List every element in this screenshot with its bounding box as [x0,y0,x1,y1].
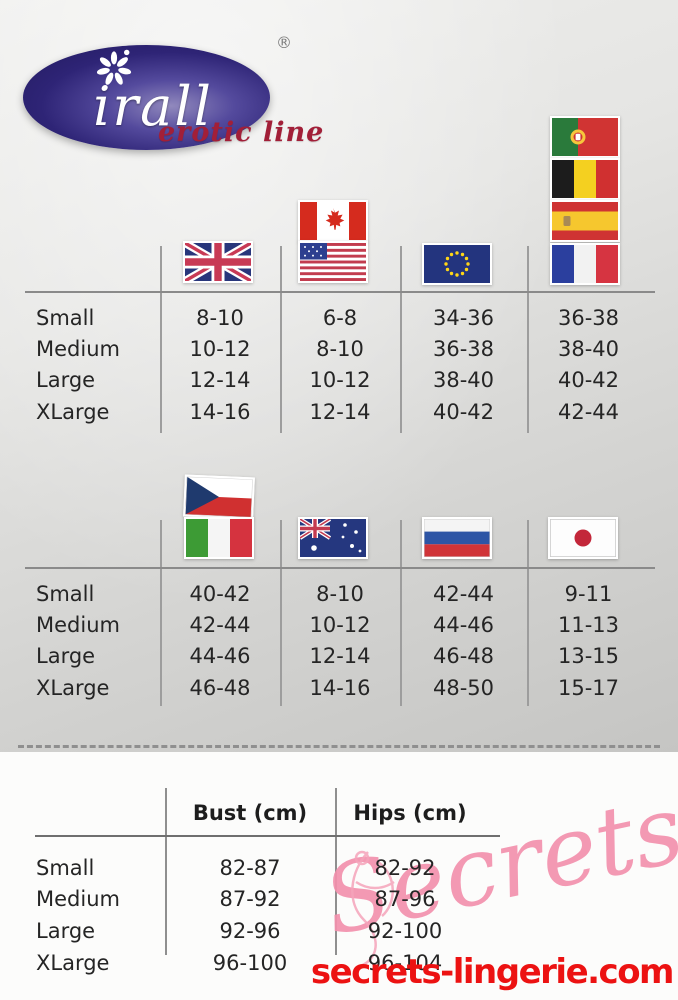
bust-column-header: Bust (cm) [192,801,308,825]
size-value-au: 14-16 [309,675,371,700]
size-value-ru: 44-46 [432,613,495,638]
table2-col-divider [160,520,162,706]
website-watermark: secrets-lingerie.com [310,952,675,992]
czech-flag-icon [183,474,255,520]
table1-header-rule [25,291,655,293]
size-value-fr: 36-38 [557,305,620,330]
portugal-flag-icon [550,116,620,158]
canada-flag-icon [298,200,368,242]
size-label: Large [36,368,96,393]
size-value-cz-it: 40-42 [189,581,251,606]
table3-header-rule [35,835,500,837]
japan-flag-icon [548,517,618,559]
spain-flag-icon [550,200,620,242]
hips-value: 96-104 [367,950,443,975]
size-value-ru: 46-48 [432,644,495,669]
table1-col-divider [280,246,282,433]
table2-header-rule [25,567,655,569]
size-value-uk: 10-12 [189,337,251,362]
size-value-fr: 38-40 [557,337,620,362]
size-value-us: 8-10 [316,337,364,362]
brand-tagline: erotic line [158,117,325,148]
table3-col-divider [335,788,337,955]
irall-logo: irall [23,45,270,150]
hips-value: 82-92 [374,855,436,880]
eu-flag-icon [422,243,492,285]
size-value-us: 12-14 [309,399,371,424]
registered-trademark-icon: ® [276,33,292,52]
size-label: Large [36,644,96,669]
size-value-eu: 40-42 [432,399,495,424]
size-value-fr: 42-44 [557,399,620,424]
measurement-table: Small 82-87 82-92 Medium 87-92 87-96 Lar… [30,852,475,978]
uk-flag-icon [183,241,253,283]
lingerie-sketch [351,850,395,968]
brand-name: irall [93,75,213,138]
size-label: Small [36,305,95,330]
size-value-uk: 12-14 [189,368,251,393]
dashed-divider [18,745,660,748]
size-value-ru: 48-50 [432,675,495,700]
hips-value: 92-100 [367,918,443,943]
belgium-flag-icon [550,158,620,200]
size-value-ru: 42-44 [432,581,495,606]
table1-col-divider [400,246,402,433]
flower-icon [96,49,132,85]
size-value-jp: 15-17 [557,675,620,700]
size-label: XLarge [36,399,110,424]
table2-col-divider [400,520,402,706]
size-label: XLarge [36,675,110,700]
size-label: Small [36,855,95,880]
size-label: Small [36,581,95,606]
size-value-eu: 36-38 [432,337,495,362]
bust-value: 96-100 [212,950,288,975]
france-flag-icon [550,243,620,285]
size-value-uk: 14-16 [189,399,251,424]
table3-col-divider [165,788,167,955]
size-label: Large [36,918,96,943]
size-label: Medium [36,887,120,912]
size-value-au: 12-14 [309,644,371,669]
size-value-uk: 8-10 [196,305,244,330]
australia-flag-icon [298,517,368,559]
size-value-fr: 40-42 [557,368,620,393]
size-value-us: 6-8 [322,305,358,330]
size-value-eu: 38-40 [432,368,495,393]
size-value-au: 8-10 [316,581,364,606]
white-bottom-background [0,752,678,1000]
size-table-international-1: Small 8-10 6-8 34-36 36-38 Medium 10-12 … [30,302,650,428]
size-value-cz-it: 46-48 [189,675,251,700]
size-table-international-2: Small 40-42 8-10 42-44 9-11 Medium 42-44… [30,578,650,704]
bust-value: 82-87 [219,855,281,880]
size-value-jp: 13-15 [557,644,620,669]
size-label: Medium [36,613,120,638]
table2-col-divider [280,520,282,706]
italy-flag-icon [184,517,254,559]
bust-value: 87-92 [219,887,281,912]
size-value-jp: 11-13 [557,613,620,638]
hips-column-header: Hips (cm) [353,801,467,825]
size-value-eu: 34-36 [432,305,495,330]
table1-col-divider [527,246,529,433]
table1-col-divider [160,246,162,433]
russia-flag-icon [422,517,492,559]
size-value-cz-it: 44-46 [189,644,251,669]
size-value-cz-it: 42-44 [189,613,251,638]
size-value-au: 10-12 [309,613,371,638]
bust-value: 92-96 [219,918,281,943]
size-value-us: 10-12 [309,368,371,393]
usa-flag-icon [298,241,368,283]
size-value-jp: 9-11 [564,581,613,606]
hips-value: 87-96 [374,887,436,912]
size-label: XLarge [36,950,110,975]
table2-col-divider [527,520,529,706]
size-label: Medium [36,337,120,362]
